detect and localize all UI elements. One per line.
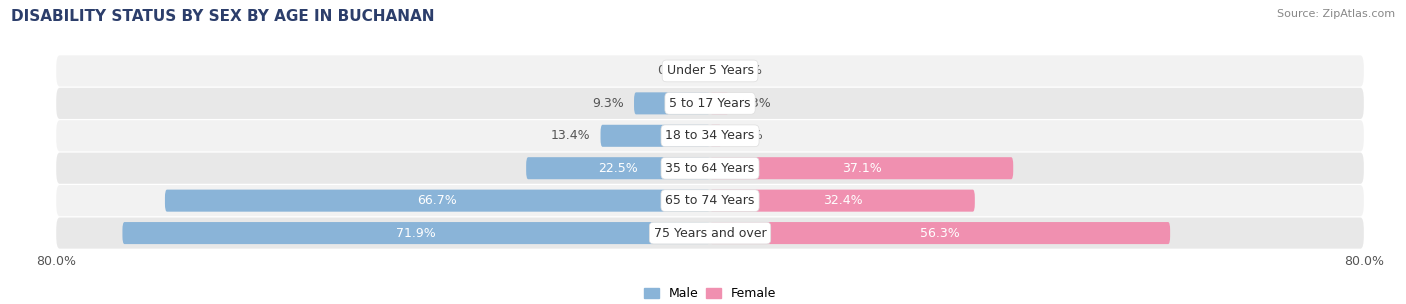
Text: 66.7%: 66.7% xyxy=(418,194,457,207)
FancyBboxPatch shape xyxy=(710,157,1014,179)
Text: 32.4%: 32.4% xyxy=(823,194,862,207)
FancyBboxPatch shape xyxy=(56,217,1364,249)
Text: 37.1%: 37.1% xyxy=(842,162,882,175)
Text: 0.0%: 0.0% xyxy=(658,64,689,78)
FancyBboxPatch shape xyxy=(56,120,1364,151)
Text: Source: ZipAtlas.com: Source: ZipAtlas.com xyxy=(1277,9,1395,19)
Text: 35 to 64 Years: 35 to 64 Years xyxy=(665,162,755,175)
FancyBboxPatch shape xyxy=(122,222,710,244)
Text: Under 5 Years: Under 5 Years xyxy=(666,64,754,78)
Text: 1.4%: 1.4% xyxy=(731,129,763,142)
FancyBboxPatch shape xyxy=(600,125,710,147)
Text: 9.3%: 9.3% xyxy=(592,97,624,110)
Text: 18 to 34 Years: 18 to 34 Years xyxy=(665,129,755,142)
FancyBboxPatch shape xyxy=(710,222,1170,244)
Text: 75 Years and over: 75 Years and over xyxy=(654,226,766,240)
Text: 65 to 74 Years: 65 to 74 Years xyxy=(665,194,755,207)
Text: DISABILITY STATUS BY SEX BY AGE IN BUCHANAN: DISABILITY STATUS BY SEX BY AGE IN BUCHA… xyxy=(11,9,434,24)
Text: 0.0%: 0.0% xyxy=(731,64,762,78)
Text: 71.9%: 71.9% xyxy=(396,226,436,240)
Text: 5 to 17 Years: 5 to 17 Years xyxy=(669,97,751,110)
Text: 56.3%: 56.3% xyxy=(920,226,960,240)
FancyBboxPatch shape xyxy=(710,92,728,114)
FancyBboxPatch shape xyxy=(56,185,1364,216)
Text: 22.5%: 22.5% xyxy=(598,162,638,175)
Text: 13.4%: 13.4% xyxy=(551,129,591,142)
FancyBboxPatch shape xyxy=(56,55,1364,87)
FancyBboxPatch shape xyxy=(526,157,710,179)
Legend: Male, Female: Male, Female xyxy=(638,282,782,304)
Text: 2.3%: 2.3% xyxy=(738,97,770,110)
FancyBboxPatch shape xyxy=(56,88,1364,119)
FancyBboxPatch shape xyxy=(165,190,710,212)
FancyBboxPatch shape xyxy=(56,153,1364,184)
FancyBboxPatch shape xyxy=(710,125,721,147)
FancyBboxPatch shape xyxy=(634,92,710,114)
FancyBboxPatch shape xyxy=(710,190,974,212)
